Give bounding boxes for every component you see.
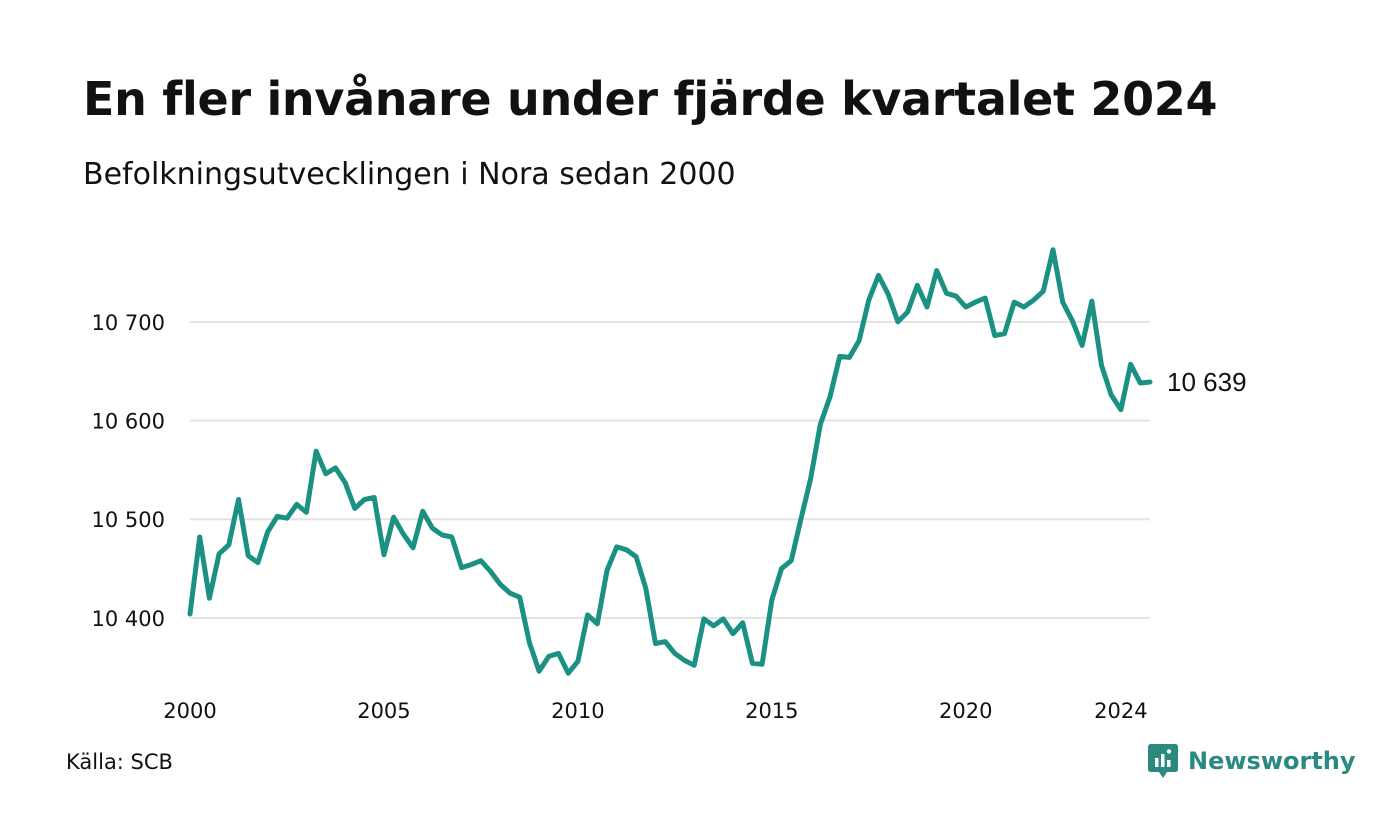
x-tick-label: 2015 bbox=[745, 699, 798, 723]
chart-subtitle: Befolkningsutvecklingen i Nora sedan 200… bbox=[83, 157, 736, 192]
y-axis-labels: 10 400 10 500 10 600 10 700 bbox=[92, 311, 165, 631]
x-tick-label: 2024 bbox=[1094, 699, 1147, 723]
x-tick-label: 2010 bbox=[551, 699, 604, 723]
y-tick-label: 10 700 bbox=[92, 311, 165, 335]
x-tick-label: 2005 bbox=[357, 699, 410, 723]
source-note: Källa: SCB bbox=[66, 750, 173, 774]
x-axis-labels: 2000 2005 2010 2015 2020 2024 bbox=[163, 699, 1147, 723]
y-tick-label: 10 400 bbox=[92, 607, 165, 631]
y-tick-label: 10 500 bbox=[92, 508, 165, 532]
chart-title: En fler invånare under fjärde kvartalet … bbox=[83, 72, 1218, 126]
newsworthy-logo[interactable]: Newsworthy bbox=[1148, 744, 1356, 778]
last-value-label: 10 639 bbox=[1167, 367, 1247, 397]
newsworthy-wordmark: Newsworthy bbox=[1188, 747, 1356, 775]
newsworthy-logo-icon bbox=[1148, 744, 1178, 778]
population-line bbox=[187, 247, 1153, 676]
y-tick-label: 10 600 bbox=[92, 410, 165, 434]
x-tick-label: 2020 bbox=[939, 699, 992, 723]
x-tick-label: 2000 bbox=[163, 699, 216, 723]
